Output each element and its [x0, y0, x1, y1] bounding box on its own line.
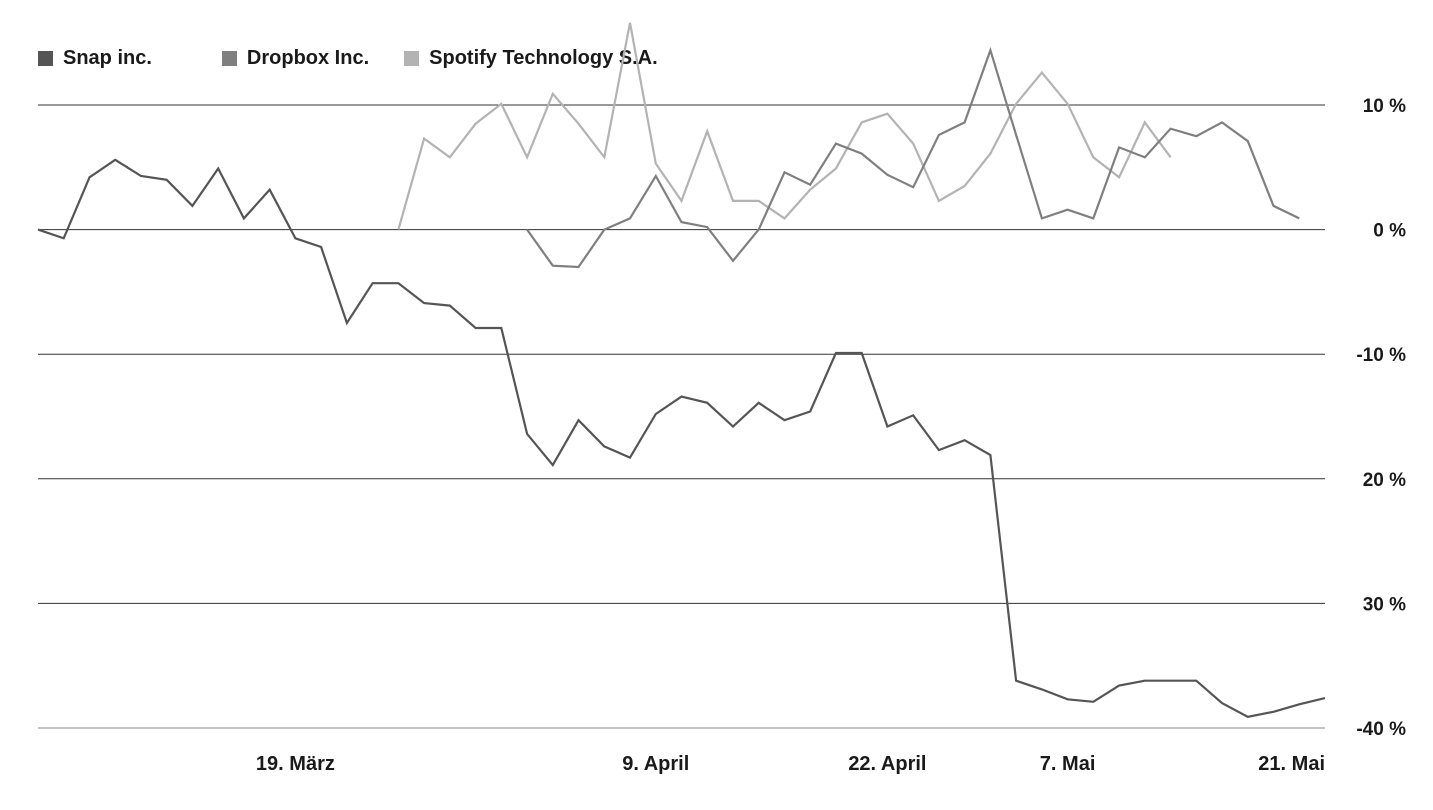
x-tick-label: 7. Mai [1040, 753, 1096, 775]
x-tick-label: 19. März [256, 753, 335, 775]
series-line-2 [397, 22, 1172, 230]
legend-item-snap: Snap inc. [38, 47, 152, 70]
legend-label-dropbox: Dropbox Inc. [246, 47, 370, 69]
legend-label-spotify: Spotify Technology S.A. [429, 47, 658, 69]
legend-label-snap: Snap inc. [63, 47, 152, 69]
y-axis-tick-labels: 10 % 0 % -10 % 20 % 30 % -40 % [1356, 96, 1406, 740]
legend-item-spotify: Spotify Technology S.A. [404, 47, 658, 70]
gridlines [38, 104, 1325, 729]
legend-swatch-dropbox [221, 51, 237, 66]
series-lines [37, 22, 1326, 718]
legend: Snap inc. Dropbox Inc. Spotify Technolog… [38, 47, 658, 70]
y-tick-label: 0 % [1373, 221, 1406, 242]
x-axis-tick-labels: 19. März 9. April 22. April 7. Mai 21. Mai [256, 753, 1325, 775]
series-line-1 [526, 46, 1300, 269]
legend-swatch-snap [38, 51, 53, 66]
series-line-0 [37, 158, 1326, 718]
legend-swatch-spotify [404, 51, 420, 66]
x-tick-label: 22. April [848, 753, 926, 775]
x-tick-label: 21. Mai [1258, 753, 1325, 775]
legend-item-dropbox: Dropbox Inc. [221, 47, 370, 70]
y-tick-label: 30 % [1363, 594, 1406, 615]
y-tick-label: 10 % [1363, 96, 1406, 117]
x-tick-label: 9. April [622, 753, 689, 775]
y-tick-label: 20 % [1363, 470, 1406, 491]
y-tick-label: -40 % [1356, 719, 1406, 740]
y-tick-label: -10 % [1356, 345, 1406, 366]
